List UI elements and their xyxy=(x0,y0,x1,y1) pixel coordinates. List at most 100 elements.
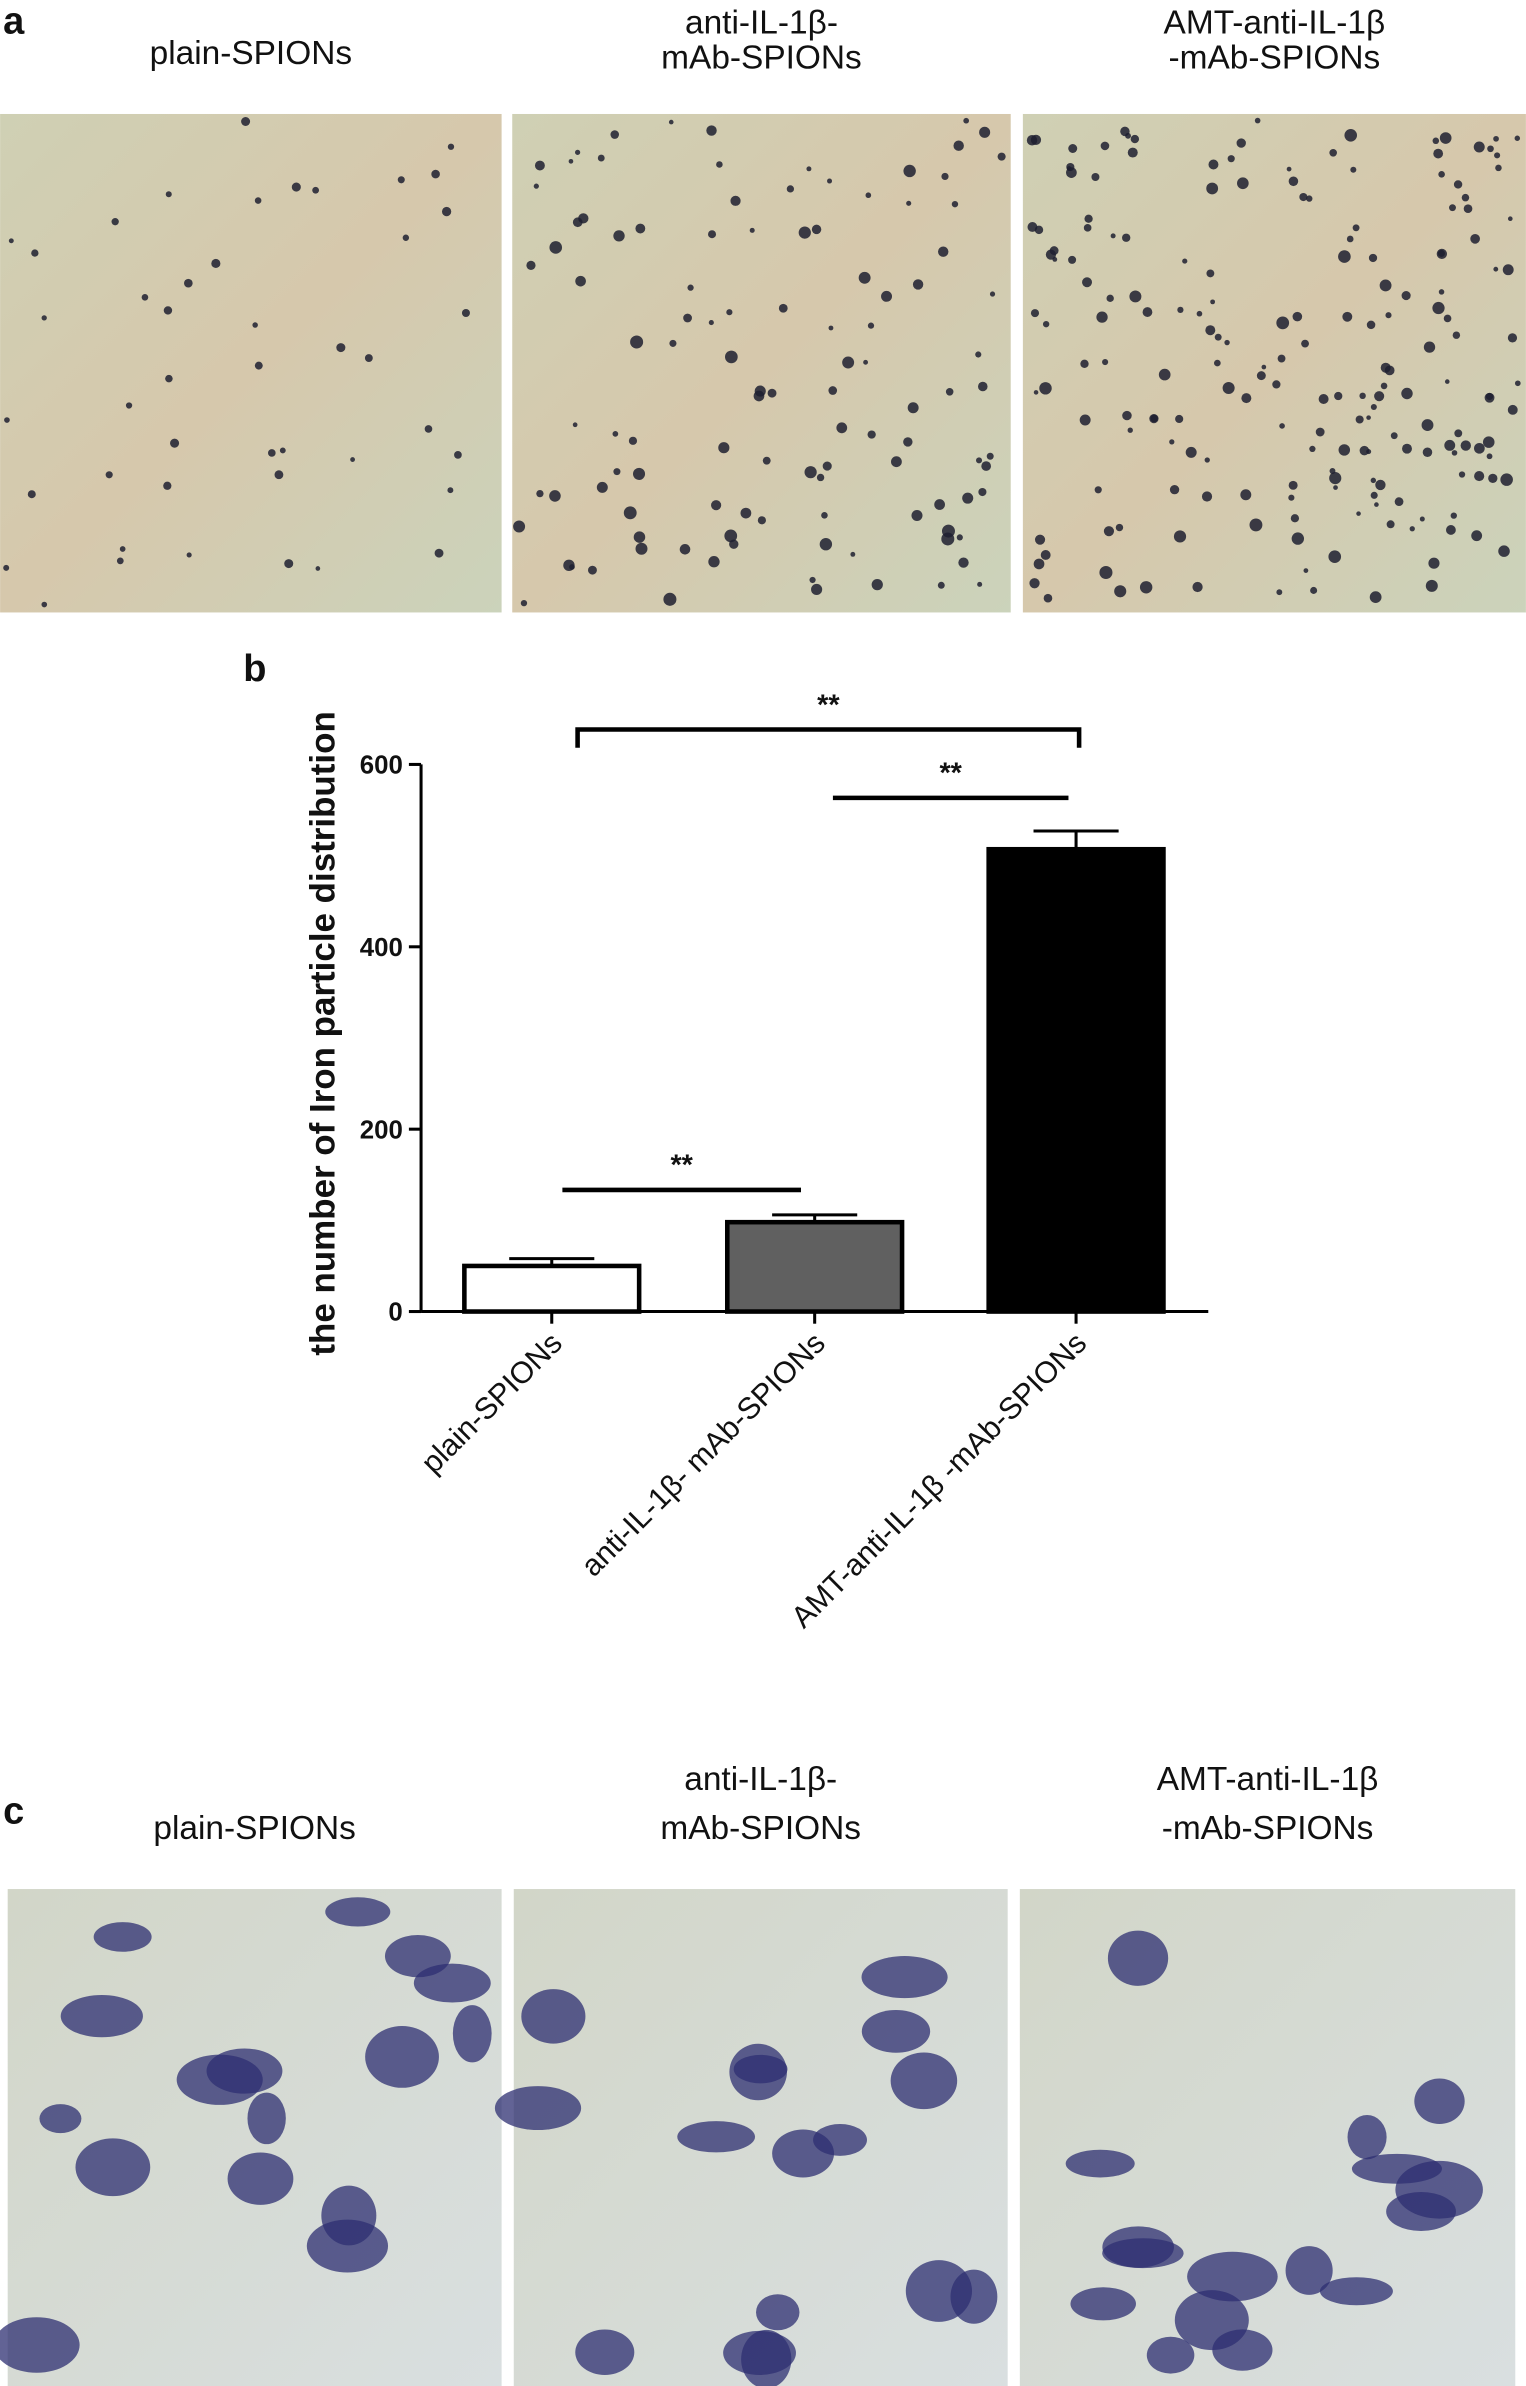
cell xyxy=(1414,2078,1465,2125)
particle xyxy=(1487,145,1494,153)
particle xyxy=(1380,362,1391,373)
particle xyxy=(1043,593,1053,603)
particle xyxy=(1443,314,1452,323)
particle xyxy=(1329,148,1337,157)
particle xyxy=(740,507,752,519)
image-title: AMT-anti-IL-1β xyxy=(1157,1761,1379,1798)
particle xyxy=(903,164,916,178)
y-tick-label: 200 xyxy=(360,1116,403,1144)
particle xyxy=(1204,457,1210,463)
particle xyxy=(350,457,355,462)
particle xyxy=(1236,138,1246,148)
particle xyxy=(1102,358,1109,366)
particle xyxy=(865,192,872,199)
particle xyxy=(364,354,373,362)
particle xyxy=(315,566,321,571)
particle xyxy=(867,430,876,439)
cell xyxy=(890,2052,958,2110)
particle xyxy=(1369,591,1382,603)
particle xyxy=(1288,480,1298,490)
particle xyxy=(903,437,913,447)
particle xyxy=(402,234,410,241)
particle xyxy=(1185,446,1197,458)
particle xyxy=(1453,180,1463,189)
particle xyxy=(1276,316,1290,330)
particle xyxy=(1029,578,1040,589)
cell xyxy=(861,2009,931,2053)
particle xyxy=(1177,306,1184,313)
particle xyxy=(1094,486,1102,494)
particle xyxy=(1068,255,1077,264)
particle xyxy=(1374,391,1385,402)
particle xyxy=(1463,204,1473,214)
particle xyxy=(867,322,875,329)
particle xyxy=(1342,311,1353,322)
particle xyxy=(725,350,738,364)
particle xyxy=(1370,477,1377,484)
particle xyxy=(1150,414,1158,423)
particle xyxy=(1310,586,1318,594)
particle xyxy=(1486,453,1493,460)
particle xyxy=(997,152,1006,161)
significance-label: ** xyxy=(670,1150,693,1182)
particle xyxy=(871,578,883,591)
particle xyxy=(165,191,172,198)
particle xyxy=(1507,404,1518,415)
particle xyxy=(447,143,455,150)
particle xyxy=(975,351,982,358)
particle xyxy=(1495,164,1502,172)
particle xyxy=(977,381,988,392)
particle xyxy=(1502,264,1514,276)
particle xyxy=(1425,579,1438,592)
particle xyxy=(1401,290,1411,301)
particle xyxy=(798,226,811,239)
particle xyxy=(806,166,812,172)
particle xyxy=(520,599,528,607)
particle xyxy=(1333,485,1338,490)
particle xyxy=(977,581,983,587)
particle xyxy=(1222,381,1235,394)
particle xyxy=(1482,436,1495,448)
cell xyxy=(39,2104,82,2134)
particle xyxy=(669,339,677,347)
particle xyxy=(434,548,444,558)
particle xyxy=(1507,333,1518,343)
particle xyxy=(1272,380,1281,389)
cell xyxy=(413,1963,491,2003)
particle xyxy=(41,601,48,608)
particle xyxy=(956,534,963,541)
cell xyxy=(494,2086,582,2131)
cell xyxy=(75,2138,151,2197)
x-tick-label: plain-SPIONs xyxy=(415,1326,569,1480)
particle xyxy=(1334,391,1343,401)
particle xyxy=(1033,558,1045,570)
cell xyxy=(1351,2153,1442,2184)
particle xyxy=(116,557,124,565)
particle xyxy=(1488,473,1498,483)
particle xyxy=(41,315,47,321)
particle xyxy=(858,271,871,284)
particle xyxy=(706,125,717,136)
particle xyxy=(1142,307,1153,317)
particle xyxy=(729,539,739,549)
particle xyxy=(312,186,320,194)
cell xyxy=(247,2092,286,2145)
particle xyxy=(533,183,539,189)
particle xyxy=(1439,132,1452,144)
cell xyxy=(1187,2251,1278,2302)
particle xyxy=(937,581,945,589)
particle xyxy=(1066,162,1075,172)
particle xyxy=(441,206,452,217)
particle xyxy=(431,169,440,179)
particle xyxy=(941,524,955,538)
cell xyxy=(0,2317,80,2373)
particle xyxy=(1471,530,1483,542)
particle xyxy=(1484,392,1495,403)
particle xyxy=(1458,471,1466,478)
particle xyxy=(254,197,262,204)
cell xyxy=(1174,2290,1249,2351)
cell xyxy=(1146,2336,1195,2374)
particle xyxy=(912,279,924,290)
particle xyxy=(526,260,536,270)
particle xyxy=(1279,423,1285,429)
